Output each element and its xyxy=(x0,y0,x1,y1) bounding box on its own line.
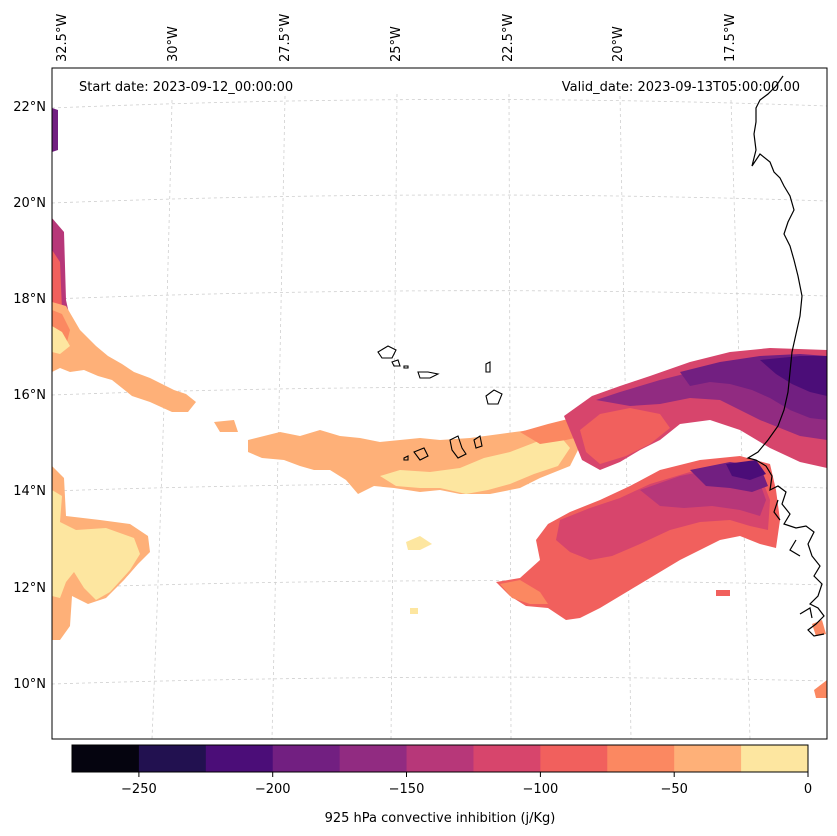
gridline-lat-22n xyxy=(51,99,828,109)
gridline-lon-20w xyxy=(619,95,632,740)
lat-label-14n: 14°N xyxy=(13,484,46,499)
island-santiago xyxy=(449,435,467,459)
island-sao-vicente xyxy=(391,359,401,367)
colorbar-swatch xyxy=(406,745,474,772)
cin-region-southwest-inner xyxy=(52,490,140,600)
colorbar-tick-labels: −250 −200 −150 −100 −50 0 xyxy=(121,782,812,797)
cin-region-central-inner xyxy=(380,436,570,494)
island-fogo xyxy=(413,447,429,461)
lon-label-20w: 20°W xyxy=(611,26,626,62)
start-date-label: Start date: 2023-09-12_00:00:00 xyxy=(79,80,293,95)
coastline-africa-inlet-c xyxy=(799,607,813,619)
cin-region-east-north-darkest xyxy=(760,356,827,396)
colorbar-label: 925 hPa convective inhibition (j/Kg) xyxy=(325,811,556,826)
colorbar: −250 −200 −150 −100 −50 0 925 hPa convec… xyxy=(71,744,812,826)
lat-label-16n: 16°N xyxy=(13,388,46,403)
cin-region-small-patch-a xyxy=(406,536,432,550)
coastline xyxy=(746,75,825,637)
lon-label-25w: 25°W xyxy=(389,26,404,62)
cin-region-west-upper-inner xyxy=(52,250,62,312)
colorbar-swatch xyxy=(272,745,341,772)
colorbar-swatch xyxy=(138,745,207,772)
colorbar-ticks xyxy=(138,772,809,777)
cin-region-small-patch-d xyxy=(814,680,827,698)
map-frame xyxy=(51,67,828,740)
gridline-lon-30w xyxy=(151,99,173,740)
colorbar-swatch xyxy=(205,745,274,772)
gridline-lon-22-5w xyxy=(508,93,512,740)
cin-region-east-north-mid xyxy=(580,408,670,464)
colorbar-swatch xyxy=(473,745,541,772)
gridline-lat-12n xyxy=(51,580,828,589)
colorbar-swatch xyxy=(674,745,742,772)
lon-label-27-5w: 27.5°W xyxy=(278,14,293,62)
cin-region-east-south-pale xyxy=(500,580,548,604)
island-sao-nicolau xyxy=(417,371,440,379)
gridline-lat-18n xyxy=(51,290,828,300)
map-plot-area xyxy=(51,67,828,740)
gridline-lat-14n xyxy=(51,483,828,492)
colorbar-tick-label-50: −50 xyxy=(660,782,687,797)
cin-region-small-patch-b xyxy=(410,608,418,614)
island-boa-vista xyxy=(485,389,503,405)
lat-label-10n: 10°N xyxy=(13,677,46,692)
island-brava xyxy=(403,455,409,461)
island-maio xyxy=(473,435,483,449)
coastline-africa-inlet-a xyxy=(773,499,781,521)
lat-label-20n: 20°N xyxy=(13,196,46,211)
island-sal xyxy=(485,361,491,373)
colorbar-frame xyxy=(71,744,809,773)
cin-region-west-top xyxy=(52,108,58,152)
cin-region-small-patch-c xyxy=(716,590,730,596)
cin-contours xyxy=(52,108,827,698)
gridline-lon-25w xyxy=(390,93,398,740)
lat-label-18n: 18°N xyxy=(13,292,46,307)
island-santa-luzia xyxy=(403,365,409,369)
colorbar-swatch xyxy=(540,745,608,772)
cape-verde-islands xyxy=(377,345,503,461)
gridline-lon-27-5w xyxy=(271,95,286,740)
lat-label-22n: 22°N xyxy=(13,100,46,115)
longitude-labels: 32.5°W 30°W 27.5°W 25°W 22.5°W 20°W 17.5… xyxy=(55,14,738,62)
lat-label-12n: 12°N xyxy=(13,581,46,596)
valid-date-label: Valid_date: 2023-09-13T05:00:00.00 xyxy=(562,80,800,95)
colorbar-swatch xyxy=(339,745,408,772)
colorbar-tick-label-150: −150 xyxy=(389,782,425,797)
colorbar-tick-label-100: −100 xyxy=(523,782,559,797)
colorbar-tick-label-200: −200 xyxy=(255,782,291,797)
cin-region-east-south-darkest xyxy=(726,460,766,480)
cin-region-west-arm-pale xyxy=(52,326,70,354)
lon-label-17-5w: 17.5°W xyxy=(723,14,738,62)
coastline-africa-inlet-b xyxy=(789,539,801,557)
lon-label-32-5w: 32.5°W xyxy=(55,14,70,62)
cin-region-west-arm-outer xyxy=(52,302,196,412)
colorbar-swatch xyxy=(72,745,140,772)
colorbar-tick-label-0: 0 xyxy=(804,782,812,797)
coastline-africa xyxy=(746,75,825,637)
gridline-lat-20n xyxy=(51,194,828,204)
latitude-labels: 22°N 20°N 18°N 16°N 14°N 12°N 10°N xyxy=(13,100,46,692)
lon-label-22-5w: 22.5°W xyxy=(501,14,516,62)
colorbar-swatches xyxy=(72,745,809,772)
gridline-lat-10n xyxy=(51,676,828,685)
island-santo-antao xyxy=(377,345,397,359)
colorbar-swatch xyxy=(741,745,809,772)
lon-label-30w: 30°W xyxy=(166,26,181,62)
colorbar-swatch xyxy=(607,745,675,772)
colorbar-tick-label-250: −250 xyxy=(121,782,157,797)
